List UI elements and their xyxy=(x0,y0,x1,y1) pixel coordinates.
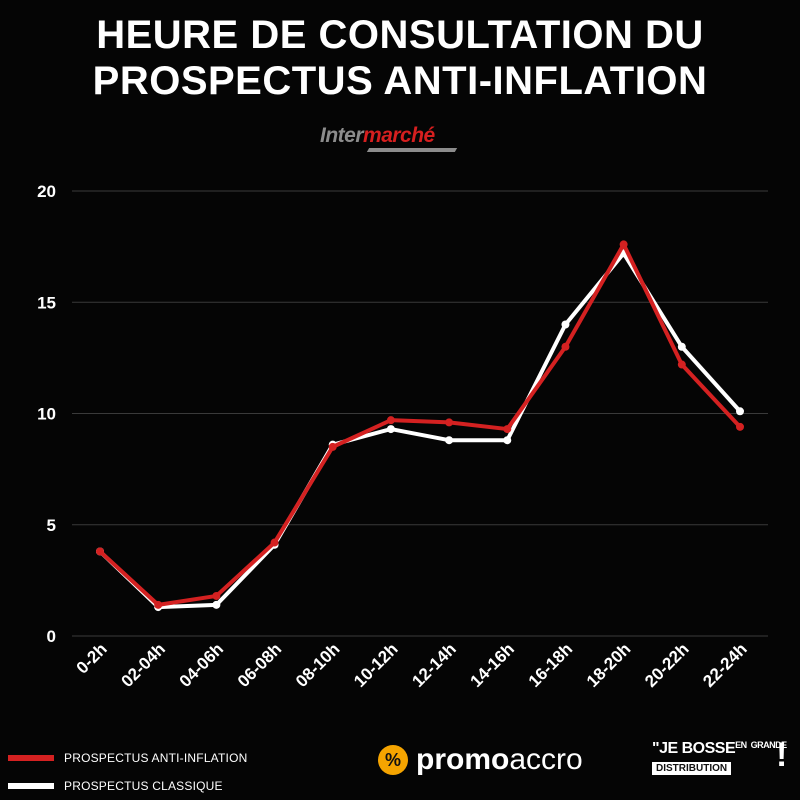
title-line-1: HEURE DE CONSULTATION DU xyxy=(96,13,704,57)
line-chart: 0 5 10 15 20 0-2h 02-04h 04-06h 06-08h 08-10h 10-1… xyxy=(37,182,768,691)
legend-item-classique: PROSPECTUS CLASSIQUE xyxy=(8,772,247,800)
x-tick-label: 06-08h xyxy=(234,639,286,691)
series-0-point xyxy=(328,442,337,451)
legend-label-anti-inflation: PROSPECTUS ANTI-INFLATION xyxy=(64,751,248,765)
logo-underline xyxy=(366,148,458,152)
series-0-point xyxy=(212,591,221,600)
jebosse-small1: EN xyxy=(735,740,747,750)
series-0-point xyxy=(736,422,744,431)
shopping-cart-percent-icon: % xyxy=(378,745,408,775)
x-tick-label: 20-22h xyxy=(641,639,693,691)
x-tick-label: 14-16h xyxy=(467,639,519,691)
y-tick-label: 15 xyxy=(37,293,56,312)
x-tick-label: 10-12h xyxy=(350,639,402,691)
x-tick-label: 16-18h xyxy=(525,639,577,691)
series-0-point xyxy=(96,547,104,556)
series-line-1 xyxy=(98,251,742,610)
series-1-point xyxy=(386,425,395,434)
series-1-point xyxy=(445,436,454,445)
x-tick-label: 0-2h xyxy=(73,639,111,677)
jebosse-line1: "JE BOSSEEN GRANDE xyxy=(652,740,792,758)
jebosse-logo: "JE BOSSEEN GRANDE DISTRIBUTION ! xyxy=(652,736,792,788)
legend: PROSPECTUS ANTI-INFLATION PROSPECTUS CLA… xyxy=(8,744,247,800)
legend-label-classique: PROSPECTUS CLASSIQUE xyxy=(64,779,223,793)
x-tick-label: 04-06h xyxy=(176,639,228,691)
y-tick-label: 20 xyxy=(37,182,56,201)
jebosse-small2: GRANDE xyxy=(750,740,788,750)
y-tick-label: 5 xyxy=(47,516,56,535)
series-0-point xyxy=(154,600,163,609)
promo-text-part1: promo xyxy=(416,743,510,776)
jebosse-text1: "JE BOSSE xyxy=(652,740,736,757)
x-tick-label: 12-14h xyxy=(408,639,460,691)
series-0-point xyxy=(619,240,628,249)
promo-text-part2: accro xyxy=(509,743,583,776)
legend-swatch-classique xyxy=(8,783,54,789)
y-tick-label: 10 xyxy=(37,405,56,424)
x-tick-label: 18-20h xyxy=(583,639,635,691)
x-tick-label: 02-04h xyxy=(117,639,169,691)
series-1-point xyxy=(677,342,686,351)
x-tick-label: 08-10h xyxy=(292,639,344,691)
series-0-point xyxy=(445,418,454,427)
logo-text-part2: marché xyxy=(363,124,435,147)
series-1-point xyxy=(503,436,512,445)
series-0-point xyxy=(677,360,686,369)
legend-item-anti-inflation: PROSPECTUS ANTI-INFLATION xyxy=(8,744,247,772)
title-line-2: PROSPECTUS ANTI-INFLATION xyxy=(92,59,708,103)
series-line-0 xyxy=(98,242,742,607)
series-1-point xyxy=(561,320,570,329)
jebosse-text2: DISTRIBUTION xyxy=(652,762,732,775)
series-0-point xyxy=(561,342,570,351)
y-tick-label: 0 xyxy=(47,627,56,646)
logo-text-part1: Inter xyxy=(320,124,364,147)
series-0-point xyxy=(270,538,279,547)
series-1-point xyxy=(212,600,221,609)
intermarche-logo: Intermarché xyxy=(320,124,460,158)
chart-title: HEURE DE CONSULTATION DU PROSPECTUS ANTI… xyxy=(0,12,800,104)
promoaccro-logo: % promo accro xyxy=(378,740,583,780)
x-tick-label: 22-24h xyxy=(699,639,751,691)
series-1-point xyxy=(736,407,744,416)
legend-swatch-anti-inflation xyxy=(8,755,54,761)
jebosse-exclamation: ! xyxy=(776,736,788,774)
series-0-point xyxy=(503,425,512,434)
series-0-point xyxy=(386,416,395,425)
